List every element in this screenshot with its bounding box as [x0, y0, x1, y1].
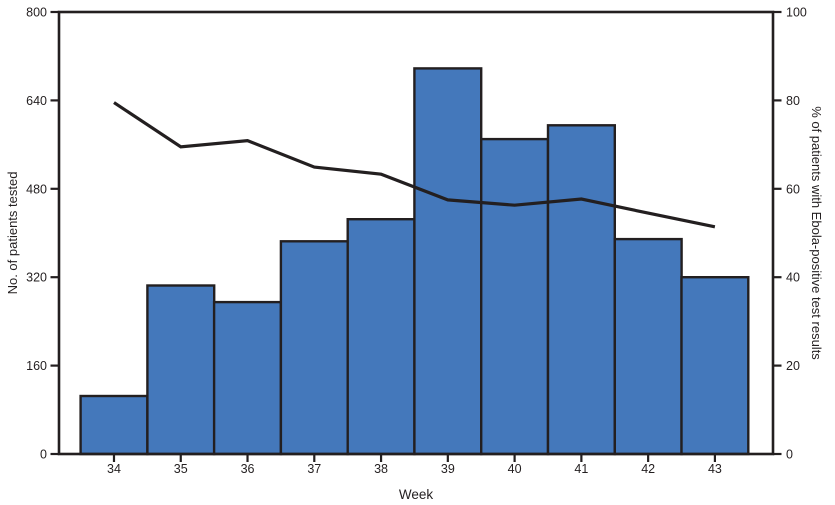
x-axis-tick-label: 38: [374, 462, 388, 476]
x-axis-label: Week: [399, 487, 434, 502]
left-axis-tick-label: 0: [40, 448, 47, 462]
x-axis-tick-label: 41: [574, 462, 588, 476]
axis-ticks-group: 0 160 320 480 640 800 0 20 40 60 80 100 34 35 36 37 38 39…: [26, 6, 807, 477]
right-axis-tick-label: 80: [786, 94, 800, 108]
x-axis-tick-label: 37: [307, 462, 321, 476]
left-axis-tick-label: 800: [26, 6, 47, 20]
x-axis-tick-label: 34: [107, 462, 121, 476]
left-y-axis-label: No. of patients tested: [5, 172, 20, 295]
x-axis-tick-label: 40: [508, 462, 522, 476]
bar-week-35: [146, 284, 216, 456]
x-axis-tick-label: 35: [174, 462, 188, 476]
left-axis-tick-label: 160: [26, 359, 47, 373]
positivity-line: [113, 101, 716, 229]
right-axis-tick-label: 100: [786, 6, 807, 20]
bar-week-39: [413, 67, 483, 456]
x-axis-tick-label: 43: [708, 462, 722, 476]
plot-border: [57, 10, 775, 456]
left-axis-tick-label: 320: [26, 271, 47, 285]
right-axis-tick-label: 0: [786, 448, 793, 462]
left-axis-tick-label: 640: [26, 94, 47, 108]
bar-week-40: [480, 137, 550, 456]
bar-week-36: [212, 300, 283, 456]
x-axis-tick-label: 42: [641, 462, 655, 476]
bar-week-38: [346, 217, 416, 456]
bar-week-34: [79, 394, 149, 456]
right-axis-tick-label: 40: [786, 271, 800, 285]
bar-week-43: [680, 276, 750, 456]
bar-week-42: [613, 237, 683, 456]
x-axis-tick-label: 39: [441, 462, 455, 476]
bar-week-41: [546, 124, 617, 456]
right-y-axis-label: % of patients with Ebola-positive test r…: [809, 106, 824, 360]
bar-week-37: [279, 240, 349, 456]
right-axis-tick-label: 60: [786, 182, 800, 196]
right-axis-tick-label: 20: [786, 359, 800, 373]
x-axis-tick-label: 36: [241, 462, 255, 476]
left-axis-tick-label: 480: [26, 182, 47, 196]
bars-group: [79, 67, 750, 456]
